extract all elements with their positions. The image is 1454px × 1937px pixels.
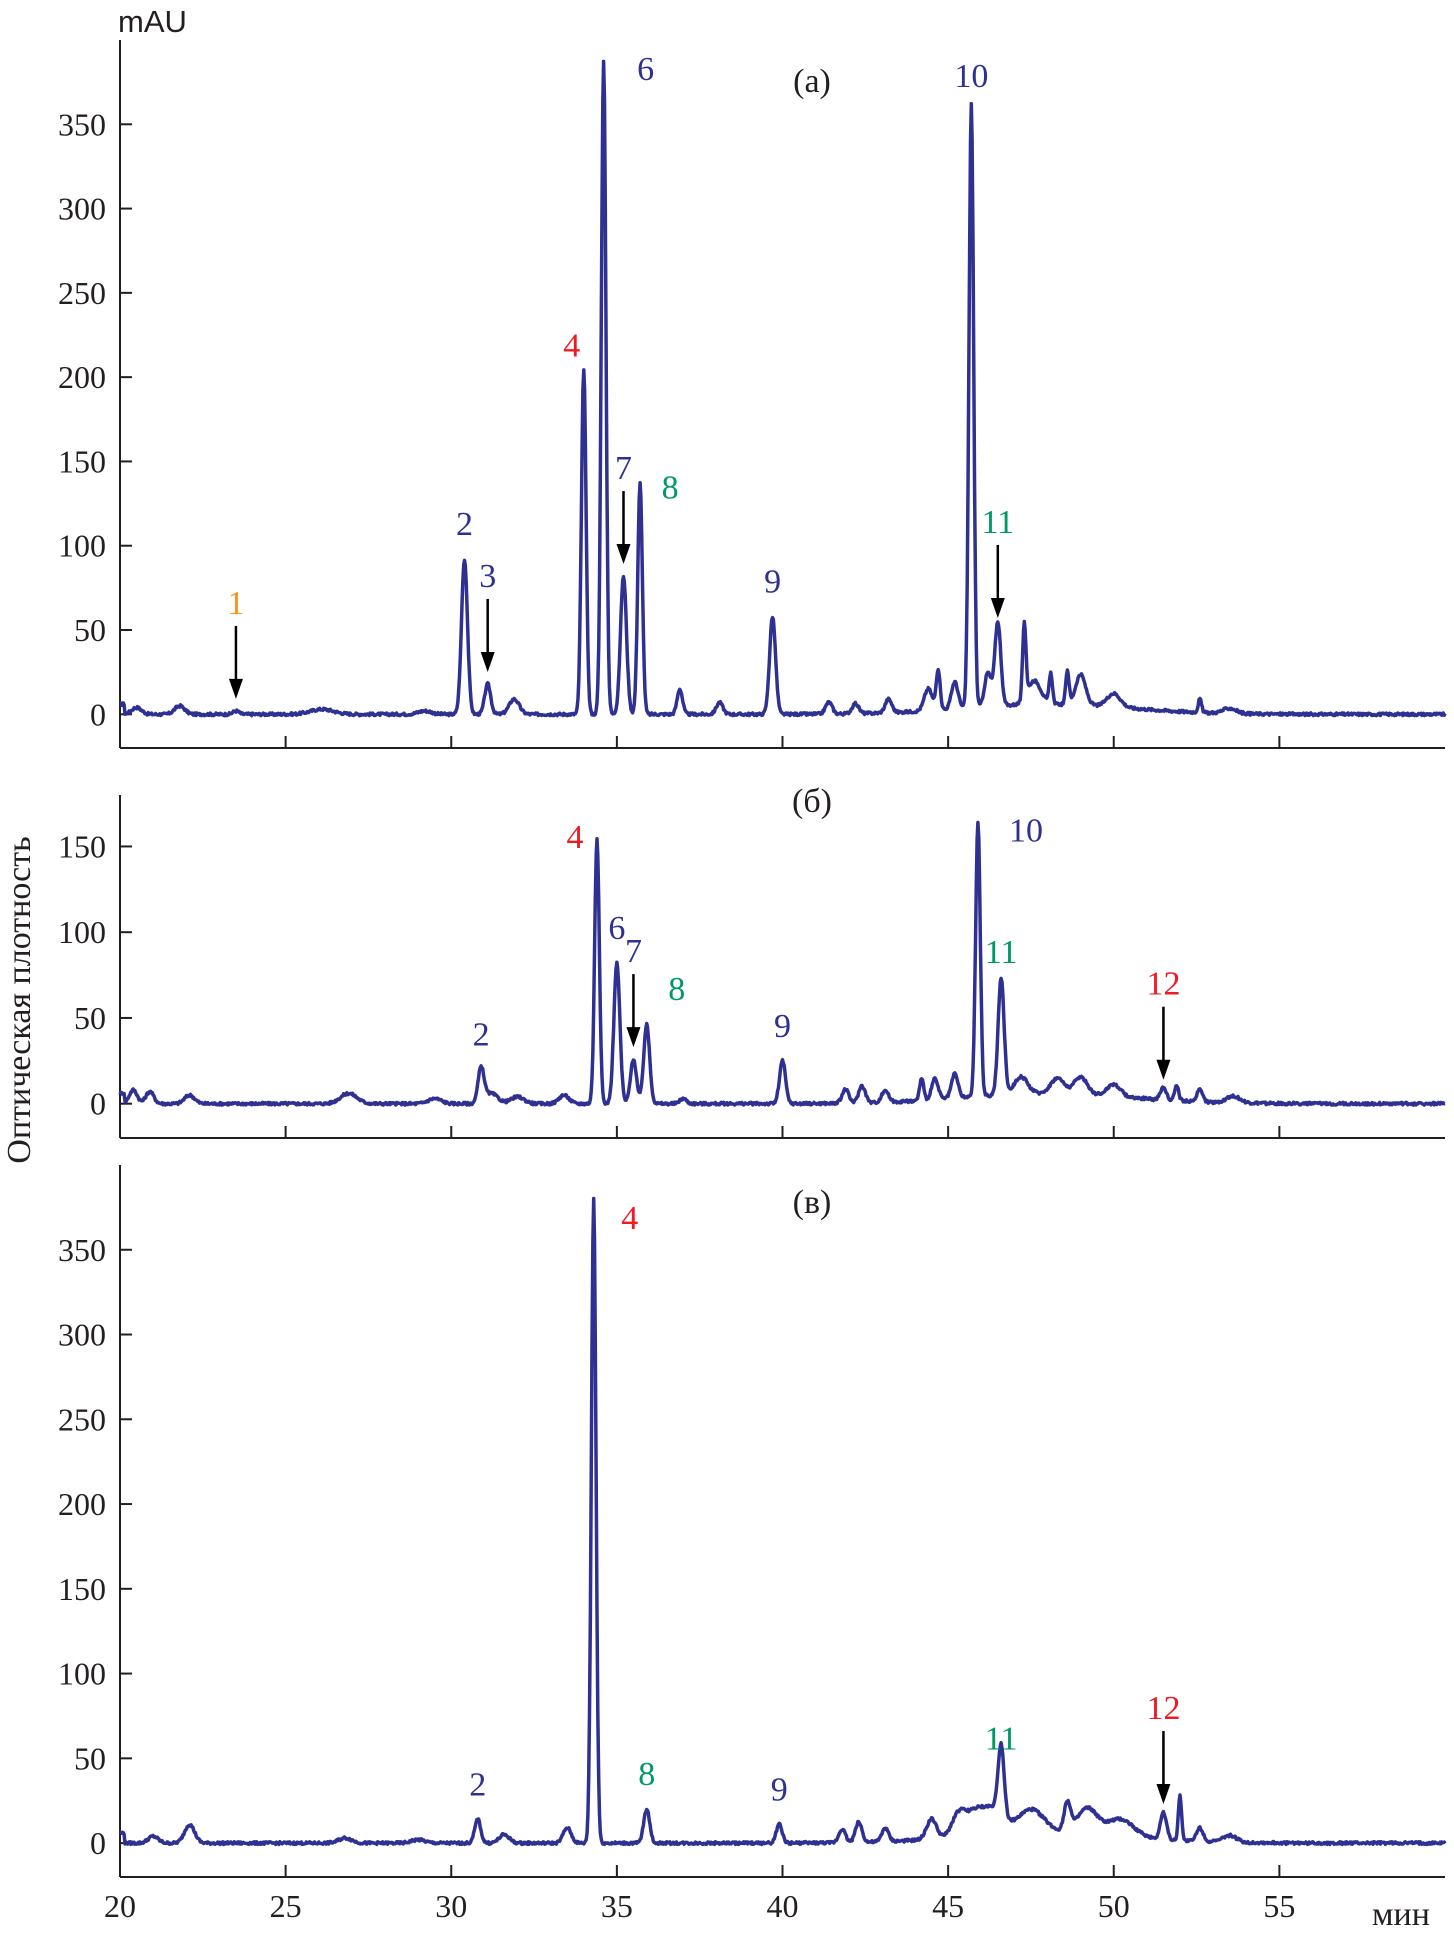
x-tick-label: 45 [932,1888,964,1924]
y-tick-label: 350 [58,106,106,142]
y-tick-label: 150 [58,443,106,479]
peak-arrow-head [616,544,631,565]
y-tick-label: 150 [58,1571,106,1607]
panel-label: (а) [793,63,831,100]
peak-label-6: 6 [637,51,654,88]
peak-label-12: 12 [1146,1690,1180,1727]
peak-label-11: 11 [985,934,1018,971]
peak-label-8: 8 [668,971,685,1008]
chart-panels: 050100150200250300350(а)1234678910110501… [58,40,1447,1924]
y-tick-label: 250 [58,275,106,311]
y-tick-label: 200 [58,359,106,395]
chart-panel-2: 0 50 100 150 (б) 2 4 678 9 10 11 12 [58,783,1446,1139]
y-tick-label: 100 [58,528,106,564]
y-tick-label: 0 [90,1086,106,1122]
peak-label-7: 7 [625,933,642,970]
x-tick-label: 20 [104,1888,136,1924]
chart-panel-3: 0 50 100 150 200 250 300 350 20 25 30 35 40 45 50 55 (в)… [58,1165,1447,1924]
peak-label-8: 8 [662,469,679,506]
chromatogram-trace [118,820,1446,1107]
y-tick-label: 100 [58,1656,106,1692]
peak-label-9: 9 [771,1771,788,1808]
x-tick-label: 25 [270,1888,302,1924]
peak-arrow-head [1156,1783,1171,1804]
y-tick-label: 300 [58,1317,106,1353]
chart-panel-1: 0 50 100 150 200 250 300 350 (а) 1 23 4 6 78 9 10 11 [58,40,1447,749]
y-unit-label: mAU [118,4,187,39]
y-tick-label: 50 [74,1740,106,1776]
panel-label: (в) [793,1184,832,1221]
peak-label-2: 2 [473,1016,490,1053]
x-tick-label: 50 [1098,1888,1130,1924]
peak-label-10: 10 [1009,812,1043,849]
peak-label-11: 11 [985,1721,1018,1758]
y-tick-label: 150 [58,828,106,864]
x-tick-label: 40 [767,1888,799,1924]
x-tick-label: 55 [1263,1888,1295,1924]
y-axis-title: Оптическая плотность [1,836,38,1163]
peak-label-1: 1 [227,585,244,622]
y-tick-label: 350 [58,1232,106,1268]
x-tick-label: 35 [601,1888,633,1924]
peak-label-4: 4 [563,328,580,365]
y-tick-label: 100 [58,914,106,950]
y-tick-label: 50 [74,612,106,648]
y-tick-label: 50 [74,1000,106,1036]
peak-label-2: 2 [456,506,473,543]
panel-label: (б) [792,783,832,820]
peak-arrow-head [990,598,1005,618]
peak-label-10: 10 [954,58,988,95]
peak-label-9: 9 [774,1008,791,1045]
chromatogram-trace [118,1196,1447,1847]
peak-arrow-head [1156,1059,1171,1080]
peak-label-7: 7 [615,450,632,487]
peak-label-4: 4 [567,819,584,856]
peak-arrow-head [228,678,243,699]
peak-label-4: 4 [621,1200,638,1237]
y-tick-label: 200 [58,1486,106,1522]
peak-label-6: 6 [608,910,625,947]
peak-label-8: 8 [638,1756,655,1793]
peak-arrow-head [626,1027,641,1048]
peak-label-9: 9 [764,564,781,601]
peak-label-12: 12 [1146,966,1180,1003]
y-tick-label: 0 [90,696,106,732]
y-tick-label: 300 [58,191,106,227]
y-tick-label: 250 [58,1401,106,1437]
chromatogram-trace [119,59,1447,718]
y-tick-label: 0 [90,1825,106,1861]
peak-label-2: 2 [469,1766,486,1803]
peak-arrow-head [480,651,495,672]
x-tick-label: 30 [435,1888,467,1924]
peak-label-3: 3 [479,558,496,595]
x-unit-label: мин [1372,1896,1430,1933]
peak-label-11: 11 [981,504,1014,541]
